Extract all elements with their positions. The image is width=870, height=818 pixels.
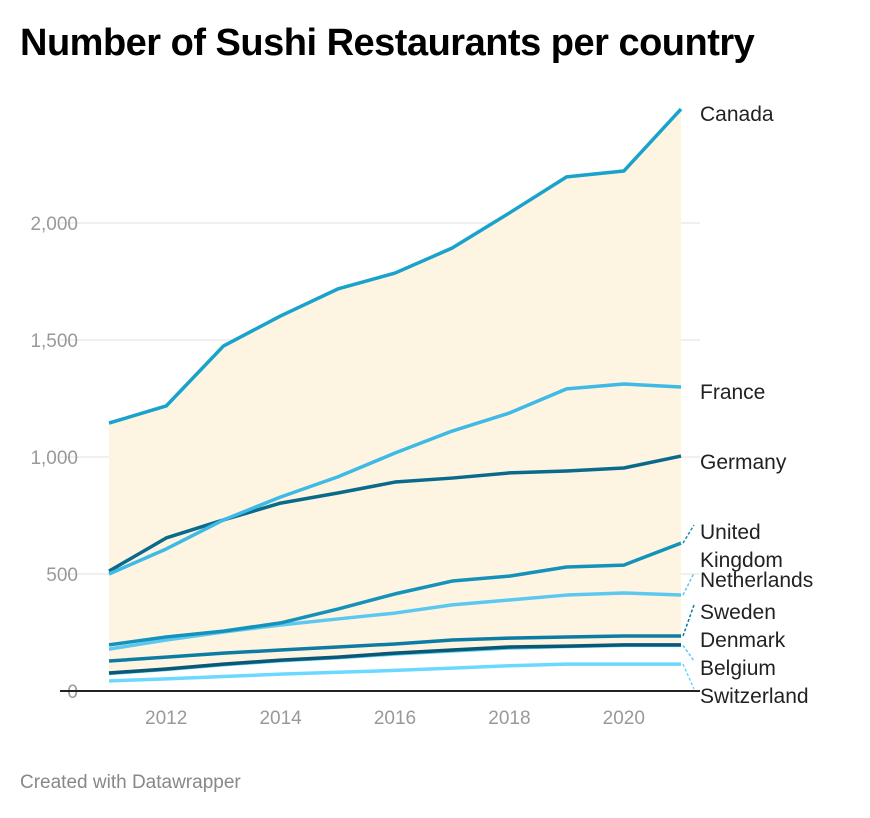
series-label: Switzerland (700, 685, 809, 708)
x-tick-label: 2014 (259, 708, 302, 729)
series-line-france (108, 382, 682, 576)
series-label: Denmark (700, 629, 786, 652)
y-tick-label: 2,000 (30, 214, 78, 235)
series-label: United Kingdom (700, 521, 783, 572)
area-fill (109, 109, 681, 673)
chart-title: Number of Sushi Restaurants per country (20, 22, 755, 64)
series-line-sweden (108, 634, 681, 663)
x-tick-label: 2012 (145, 708, 187, 729)
label-connector (682, 604, 695, 637)
series-label: Netherlands (700, 569, 813, 592)
series-label: Germany (700, 451, 787, 474)
x-tick-label: 2016 (374, 708, 416, 729)
credit-text: Created with Datawrapper (20, 772, 241, 793)
series-line-germany (108, 454, 682, 573)
label-connector (682, 572, 695, 596)
series-label: France (700, 381, 765, 404)
series-line-switzerland (108, 662, 681, 683)
series-line-denmark (108, 643, 681, 675)
y-tick-label: 500 (46, 565, 78, 586)
series-label: Belgium (700, 657, 776, 680)
y-tick-label: 0 (67, 682, 78, 703)
series-label: Sweden (700, 601, 776, 624)
series-line-united-kingdom (108, 541, 682, 647)
label-connector (682, 663, 695, 690)
y-tick-label: 1,500 (30, 331, 78, 352)
series-label: Canada (700, 103, 774, 126)
series-line-canada (108, 107, 683, 425)
x-tick-label: 2018 (488, 708, 530, 729)
y-tick-label: 1,000 (30, 448, 78, 469)
label-connector (682, 644, 695, 662)
x-tick-label: 2020 (603, 708, 645, 729)
label-connector (682, 524, 695, 544)
